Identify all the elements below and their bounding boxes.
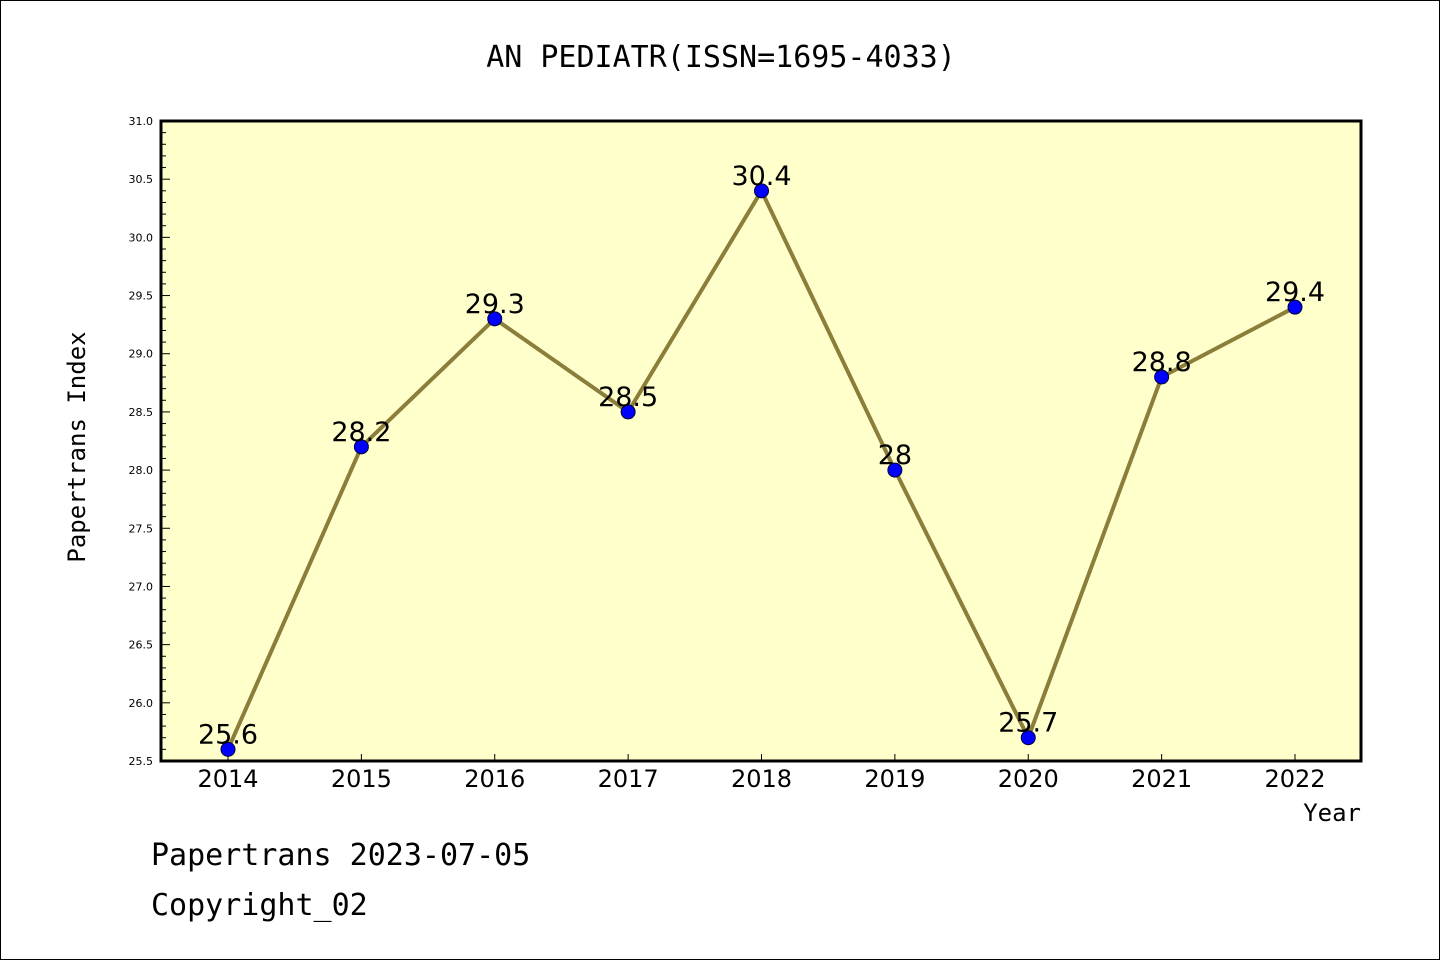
data-label-2014: 25.6 — [198, 719, 258, 750]
y-tick-label: 30.0 — [129, 231, 154, 244]
x-tick-label: 2018 — [731, 765, 792, 793]
data-label-2015: 28.2 — [331, 417, 391, 448]
x-tick-label: 2021 — [1131, 765, 1192, 793]
x-tick-label: 2017 — [598, 765, 659, 793]
x-axis-label: Year — [1303, 799, 1361, 827]
y-tick-label: 27.5 — [129, 522, 154, 535]
data-label-2020: 25.7 — [998, 708, 1058, 739]
x-tick-label: 2019 — [864, 765, 925, 793]
y-tick-label: 25.5 — [129, 755, 154, 768]
x-tick-label: 2014 — [197, 765, 258, 793]
data-label-2021: 28.8 — [1132, 347, 1192, 378]
data-label-2017: 28.5 — [598, 382, 658, 413]
chart-title: AN PEDIATR(ISSN=1695-4033) — [486, 40, 956, 75]
y-tick-label: 30.5 — [129, 173, 154, 186]
x-tick-label: 2022 — [1264, 765, 1325, 793]
data-label-2018: 30.4 — [731, 161, 791, 192]
y-axis-label: Papertrans Index — [63, 331, 91, 562]
y-tick-label: 28.5 — [129, 406, 154, 419]
footer-copyright: Copyright_02 — [151, 888, 368, 923]
y-tick-label: 29.0 — [129, 348, 154, 361]
data-label-2016: 29.3 — [465, 289, 525, 320]
y-tick-label: 27.0 — [129, 580, 154, 593]
footer-date: Papertrans 2023-07-05 — [151, 838, 530, 873]
y-tick-label: 29.5 — [129, 290, 154, 303]
x-tick-label: 2015 — [331, 765, 392, 793]
data-label-2019: 28 — [878, 440, 912, 471]
x-tick-label: 2016 — [464, 765, 525, 793]
y-tick-label: 31.0 — [129, 115, 154, 128]
x-tick-label: 2020 — [998, 765, 1059, 793]
y-tick-label: 28.0 — [129, 464, 154, 477]
data-label-2022: 29.4 — [1265, 277, 1325, 308]
y-tick-label: 26.5 — [129, 639, 154, 652]
y-tick-label: 26.0 — [129, 697, 154, 710]
